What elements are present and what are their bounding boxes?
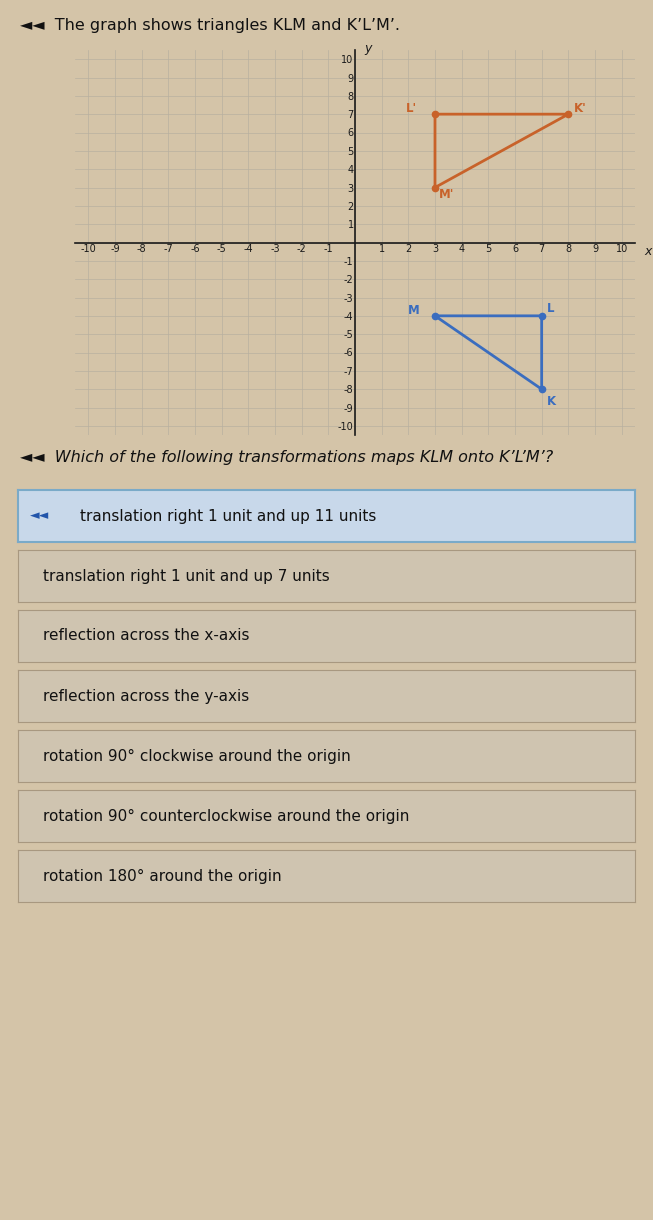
Text: ◄◄  The graph shows triangles KLM and K’L’M’.: ◄◄ The graph shows triangles KLM and K’L…	[20, 18, 400, 33]
Text: K': K'	[574, 102, 586, 116]
Text: rotation 90° counterclockwise around the origin: rotation 90° counterclockwise around the…	[42, 809, 409, 824]
Text: reflection across the x-axis: reflection across the x-axis	[42, 628, 249, 643]
Text: reflection across the y-axis: reflection across the y-axis	[42, 688, 249, 704]
Text: L: L	[547, 303, 554, 315]
Text: translation right 1 unit and up 7 units: translation right 1 unit and up 7 units	[42, 569, 329, 583]
Text: rotation 180° around the origin: rotation 180° around the origin	[42, 869, 281, 883]
Text: ◄◄: ◄◄	[30, 510, 50, 522]
Text: x: x	[645, 245, 652, 259]
Text: M': M'	[439, 189, 454, 201]
Text: translation right 1 unit and up 11 units: translation right 1 unit and up 11 units	[80, 509, 376, 523]
Text: K: K	[547, 394, 556, 407]
Text: y: y	[364, 41, 372, 55]
Text: ◄◄  Which of the following transformations maps KLM onto K’L’M’?: ◄◄ Which of the following transformation…	[20, 450, 553, 465]
Text: rotation 90° clockwise around the origin: rotation 90° clockwise around the origin	[42, 749, 351, 764]
Text: L': L'	[406, 102, 417, 116]
Text: M: M	[408, 304, 420, 317]
